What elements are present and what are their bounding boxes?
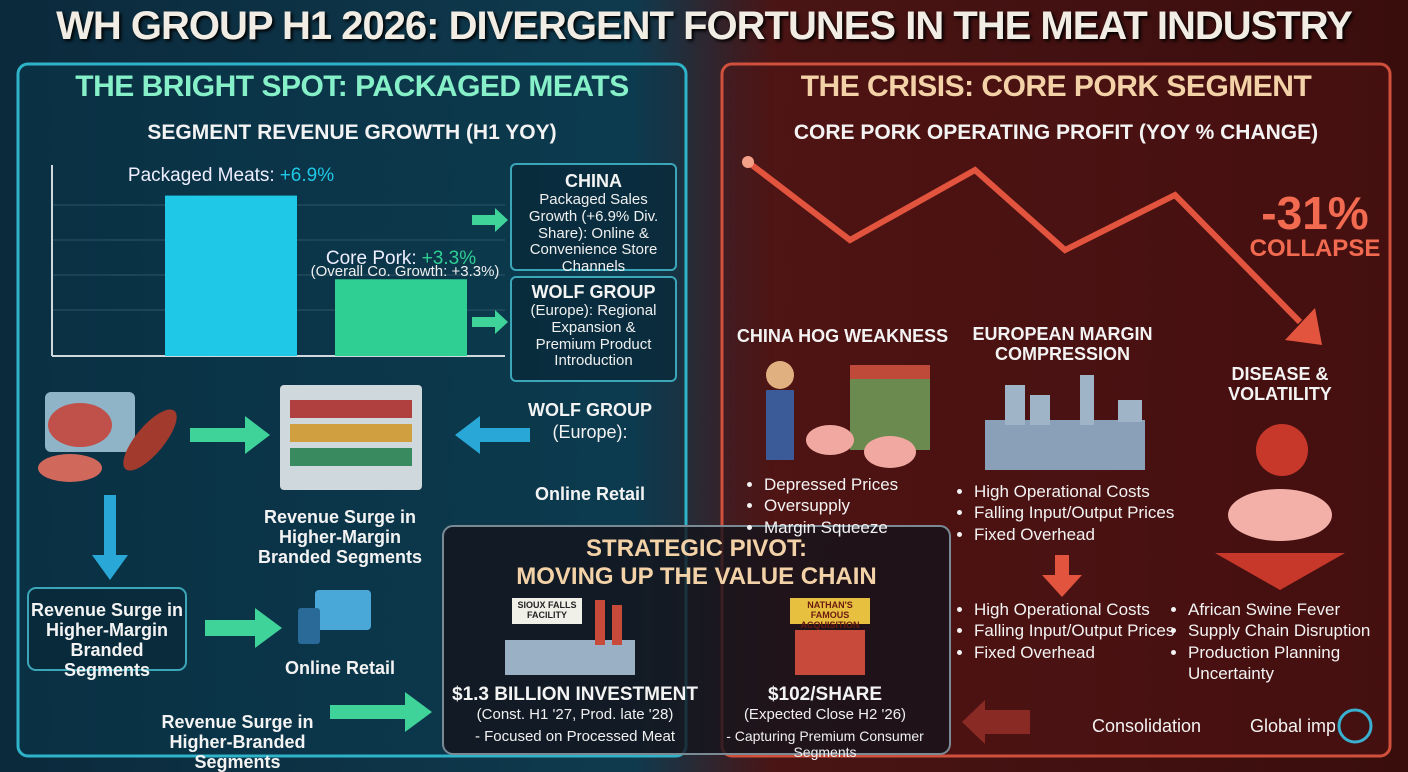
pivot-detail: (Const. H1 '27, Prod. late '28) <box>476 706 674 723</box>
flow-text: Revenue Surge in Higher-Branded Segments <box>161 712 314 772</box>
pivot-headline: $102/SHARE <box>767 684 883 705</box>
value-label: +3.3% <box>421 248 477 270</box>
bar <box>335 279 467 356</box>
online-icon <box>298 590 371 644</box>
down-arrow <box>1215 553 1345 590</box>
pivot-subtitle: MOVING UP THE VALUE CHAIN <box>516 563 877 590</box>
column-title: EUROPEAN MARGIN COMPRESSION <box>972 324 1153 365</box>
wolf-box: WOLF GROUP (Europe): Regional Expansion … <box>510 276 677 382</box>
trend-start <box>742 156 754 168</box>
pivot-headline: $1.3 BILLION INVESTMENT <box>452 684 698 705</box>
panel-title: THE BRIGHT SPOT: PACKAGED MEATS <box>75 70 629 103</box>
hotdog-stand-icon <box>790 598 870 675</box>
bullet: Production Planning Uncertainty <box>1188 642 1398 685</box>
bar <box>165 195 297 356</box>
meat-icon <box>38 392 177 482</box>
facility-icon <box>505 598 635 675</box>
factory-icon <box>985 375 1145 470</box>
bar-label: Core Pork: +3.3% <box>275 248 527 269</box>
footer-text: Global imp <box>1250 716 1335 736</box>
bullet: Fixed Overhead <box>974 642 1174 663</box>
china-box: CHINA Packaged Sales Growth (+6.9% Div. … <box>510 163 677 275</box>
bullet-list: High Operational Costs Falling Input/Out… <box>958 481 1174 545</box>
chart-title: SEGMENT REVENUE GROWTH (H1 YOY) <box>147 121 557 144</box>
box-text: Packaged Sales Growth (+6.9% Div. Share)… <box>528 191 659 276</box>
bullet: High Operational Costs <box>974 481 1174 502</box>
page-title: WH GROUP H1 2026: DIVERGENT FORTUNES IN … <box>56 4 1353 48</box>
headline-sub: COLLAPSE <box>1249 235 1381 262</box>
flow-arrows <box>190 208 508 732</box>
value-label: +6.9% <box>279 164 335 186</box>
pivot-title: STRATEGIC PIVOT: <box>586 535 807 562</box>
flow-text: Online Retail <box>534 484 646 504</box>
box-text: (Europe): Regional Expansion & Premium P… <box>530 302 657 370</box>
flow-title: WOLF GROUP <box>528 400 652 420</box>
bullet-list: Depressed Prices Oversupply Margin Squee… <box>748 474 898 538</box>
bullet-list: African Swine Fever Supply Chain Disrupt… <box>1172 599 1398 684</box>
store-icon <box>280 385 422 490</box>
bullet: Falling Input/Output Prices <box>974 620 1174 641</box>
bullet-list: High Operational Costs Falling Input/Out… <box>958 599 1174 663</box>
pivot-detail: (Expected Close H2 '26) <box>743 706 907 723</box>
farm-icon <box>766 361 930 468</box>
panel-subtitle: CORE PORK OPERATING PROFIT (YOY % CHANGE… <box>793 121 1319 144</box>
bullet: African Swine Fever <box>1188 599 1398 620</box>
bullet: Depressed Prices <box>764 474 898 495</box>
box-title: CHINA <box>565 171 622 191</box>
virus-pig-icon <box>1228 424 1332 541</box>
flow-text: (Europe): <box>552 422 628 442</box>
pivot-box <box>442 525 951 755</box>
box-title: WOLF GROUP <box>531 282 656 302</box>
sign-text: SIOUX FALLS FACILITY <box>517 600 577 621</box>
back-arrow <box>962 700 1030 744</box>
sign-text: NATHAN'S FAMOUS ACQUISITION <box>800 600 860 631</box>
chart-annotation: (Overall Co. Growth: +3.3%) <box>310 263 500 280</box>
column-title: DISEASE & VOLATILITY <box>1228 364 1332 405</box>
headline: -31% <box>1261 187 1369 239</box>
flow-arrow <box>455 416 530 454</box>
flow-text: Revenue Surge in Higher-Margin Branded S… <box>257 507 423 568</box>
flow-arrow <box>92 495 128 580</box>
bullet: Oversupply <box>764 495 898 516</box>
left-flow-box <box>27 587 187 671</box>
category-label: Packaged Meats: <box>127 164 275 186</box>
bullet: Falling Input/Output Prices <box>974 502 1174 523</box>
panel-title: THE CRISIS: CORE PORK SEGMENT <box>800 70 1312 103</box>
bars <box>165 195 467 356</box>
trend-arrowhead <box>1285 308 1322 345</box>
footer-text: Consolidation <box>1092 716 1202 736</box>
flow-text: Revenue Surge in Higher-Margin Branded S… <box>30 600 184 681</box>
trend-arrow <box>746 159 1303 325</box>
bullet: Fixed Overhead <box>974 524 1174 545</box>
category-label: Core Pork: <box>325 248 417 270</box>
bullet: Margin Squeeze <box>764 517 898 538</box>
column-title: CHINA HOG WEAKNESS <box>736 326 949 346</box>
globe-icon <box>1337 708 1373 744</box>
down-arrow <box>1042 555 1082 597</box>
flow-text: Online Retail <box>284 658 396 678</box>
bullet: High Operational Costs <box>974 599 1174 620</box>
bullet: Supply Chain Disruption <box>1188 620 1398 641</box>
pivot-note: - Capturing Premium Consumer Segments <box>726 728 924 760</box>
bar-label: Packaged Meats: +6.9% <box>105 165 357 186</box>
pivot-note: - Focused on Processed Meat <box>474 728 676 745</box>
